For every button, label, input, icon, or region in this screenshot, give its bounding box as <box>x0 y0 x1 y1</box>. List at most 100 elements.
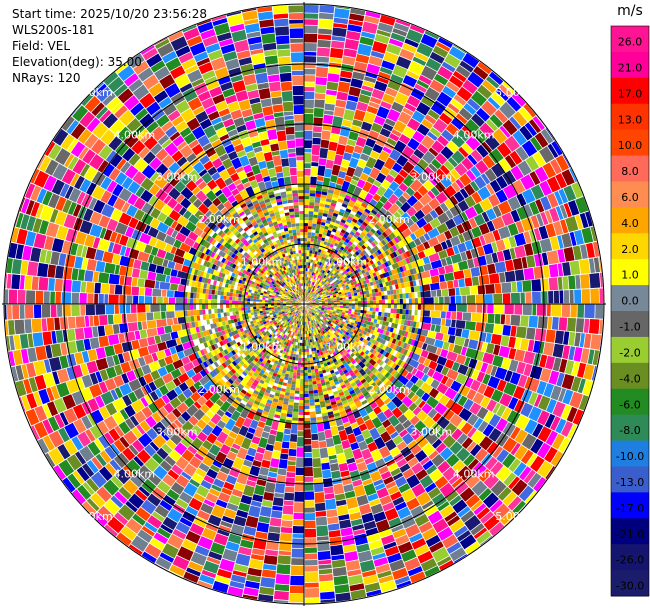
velocity-gate <box>449 75 464 89</box>
velocity-gate <box>378 150 390 163</box>
velocity-gate <box>318 440 327 449</box>
velocity-gate <box>291 384 296 388</box>
velocity-gate <box>381 278 386 283</box>
velocity-gate <box>299 345 302 349</box>
velocity-gate <box>310 295 313 298</box>
velocity-gate <box>325 498 337 510</box>
velocity-gate <box>324 307 328 309</box>
velocity-gate <box>489 273 500 284</box>
velocity-gate <box>315 190 322 195</box>
velocity-gate <box>422 284 431 292</box>
velocity-gate <box>319 261 323 266</box>
velocity-gate <box>338 170 347 179</box>
velocity-gate <box>392 245 398 252</box>
velocity-gate <box>374 231 380 238</box>
velocity-gate <box>512 179 526 195</box>
velocity-gate <box>307 357 310 361</box>
velocity-gate <box>311 292 314 296</box>
velocity-gate <box>342 308 346 311</box>
velocity-gate <box>372 225 379 232</box>
velocity-gate <box>345 308 349 311</box>
velocity-gate <box>390 304 394 309</box>
ray <box>305 44 467 302</box>
velocity-gate <box>311 298 315 300</box>
velocity-gate <box>317 176 324 182</box>
velocity-gate <box>305 298 307 302</box>
velocity-gate <box>393 211 402 219</box>
velocity-gate <box>359 153 370 162</box>
velocity-gate <box>342 152 353 161</box>
velocity-gate <box>353 311 358 316</box>
velocity-gate <box>317 285 320 289</box>
velocity-gate <box>481 100 497 117</box>
velocity-gate <box>479 198 493 212</box>
velocity-gate <box>402 304 407 310</box>
velocity-gate <box>337 271 342 276</box>
velocity-gate <box>308 387 314 391</box>
velocity-gate <box>269 517 282 527</box>
velocity-gate <box>562 154 571 168</box>
velocity-gate <box>304 598 320 604</box>
velocity-gate <box>321 266 325 271</box>
velocity-gate <box>448 304 457 312</box>
velocity-gate <box>323 110 334 116</box>
velocity-gate <box>317 289 321 293</box>
velocity-gate <box>389 246 395 253</box>
velocity-gate <box>310 166 318 177</box>
velocity-gate <box>378 307 382 312</box>
velocity-gate <box>309 304 313 306</box>
velocity-gate <box>324 283 328 287</box>
velocity-gate <box>333 225 338 230</box>
velocity-gate <box>380 239 387 246</box>
velocity-gate <box>318 286 321 290</box>
velocity-gate <box>338 273 343 278</box>
velocity-gate <box>410 315 415 322</box>
velocity-gate <box>305 299 308 302</box>
velocity-gate <box>306 348 310 352</box>
velocity-gate <box>272 497 284 507</box>
velocity-gate <box>381 179 391 190</box>
velocity-gate <box>315 305 319 307</box>
velocity-gate <box>447 280 454 289</box>
velocity-gate <box>315 292 319 296</box>
velocity-gate <box>314 492 325 503</box>
velocity-gate <box>434 205 444 216</box>
velocity-gate <box>340 265 345 270</box>
velocity-gate <box>450 98 464 110</box>
velocity-gate <box>359 36 374 46</box>
velocity-gate <box>304 229 308 233</box>
velocity-gate <box>396 56 412 70</box>
velocity-gate <box>393 299 397 304</box>
velocity-gate <box>387 294 391 300</box>
velocity-gate <box>460 211 469 222</box>
velocity-gate <box>391 238 397 245</box>
velocity-gate <box>304 582 319 588</box>
velocity-gate <box>300 339 303 343</box>
velocity-gate <box>445 123 460 137</box>
velocity-gate <box>350 255 356 260</box>
velocity-gate <box>521 256 528 269</box>
velocity-gate <box>414 292 418 298</box>
velocity-gate <box>366 224 373 231</box>
velocity-gate <box>327 73 340 83</box>
velocity-gate <box>522 304 532 316</box>
velocity-gate <box>341 243 347 249</box>
velocity-gate <box>393 268 399 275</box>
velocity-gate <box>545 223 556 238</box>
velocity-gate <box>342 306 346 309</box>
velocity-gate <box>315 305 319 308</box>
velocity-gate <box>406 320 411 327</box>
velocity-gate <box>587 349 595 365</box>
velocity-gate <box>379 207 387 215</box>
velocity-gate <box>467 154 478 166</box>
velocity-gate <box>372 143 384 154</box>
velocity-gate <box>318 306 322 308</box>
velocity-gate <box>491 216 505 230</box>
velocity-gate <box>323 282 327 286</box>
velocity-gate <box>548 290 554 304</box>
velocity-gate <box>304 13 319 19</box>
velocity-gate <box>310 271 313 275</box>
velocity-gate <box>317 550 331 561</box>
velocity-gate <box>323 294 327 297</box>
velocity-gate <box>295 475 304 482</box>
